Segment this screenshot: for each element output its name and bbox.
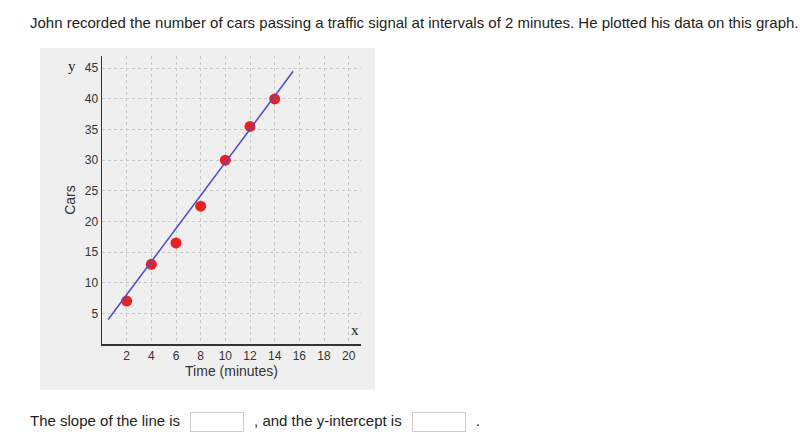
- svg-text:10: 10: [219, 349, 233, 363]
- html-text:John recorded the number of ca: John recorded the number of cars passing…: [30, 14, 799, 31]
- html-text:The slope of the line is: The slope of the line is: [30, 412, 181, 429]
- svg-text:Time (minutes): Time (minutes): [185, 363, 278, 379]
- svg-text:12: 12: [243, 349, 257, 363]
- svg-text:6: 6: [173, 349, 180, 363]
- svg-text:25: 25: [85, 184, 99, 198]
- svg-text:35: 35: [85, 123, 99, 137]
- svg-text:20: 20: [85, 215, 99, 229]
- svg-text:20: 20: [342, 349, 356, 363]
- svg-text:x: x: [351, 322, 359, 338]
- svg-text:45: 45: [85, 61, 99, 75]
- svg-text:16: 16: [293, 349, 307, 363]
- svg-text:18: 18: [317, 349, 331, 363]
- svg-text:4: 4: [148, 349, 155, 363]
- svg-text:40: 40: [85, 92, 99, 106]
- svg-text:2: 2: [123, 349, 130, 363]
- svg-text:14: 14: [268, 349, 282, 363]
- svg-text:5: 5: [91, 307, 98, 321]
- svg-text:Cars: Cars: [62, 185, 78, 215]
- svg-text:y: y: [68, 58, 76, 74]
- svg-text:8: 8: [197, 349, 204, 363]
- svg-text:15: 15: [85, 245, 99, 259]
- svg-text:10: 10: [85, 276, 99, 290]
- html-text:, and the y-intercept is: , and the y-intercept is: [254, 412, 402, 429]
- svg-text:30: 30: [85, 153, 99, 167]
